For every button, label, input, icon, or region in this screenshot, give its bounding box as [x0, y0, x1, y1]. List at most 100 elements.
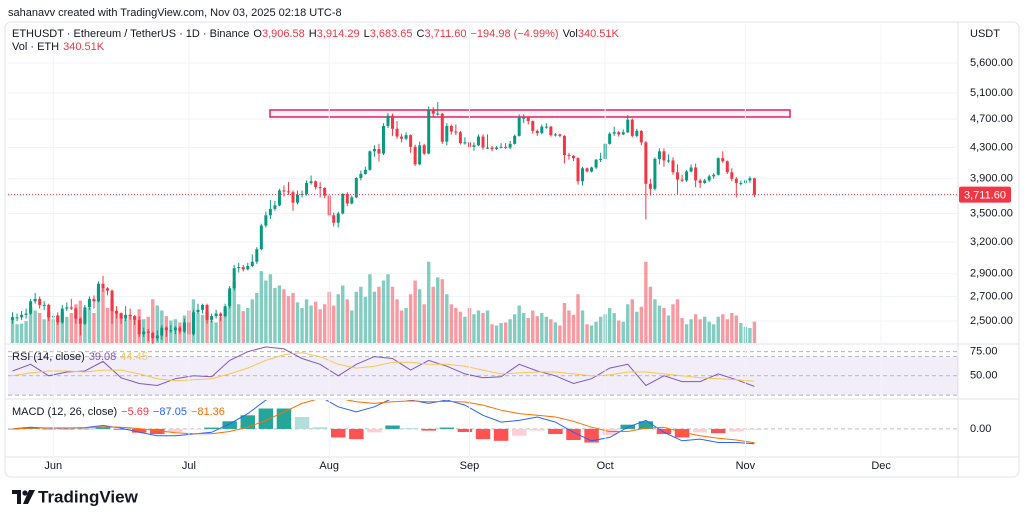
ohlc-key: C	[416, 28, 425, 40]
candle-body	[305, 182, 309, 194]
volume-bar	[101, 288, 105, 343]
volume-bar	[549, 319, 553, 343]
macd-histogram-bar	[41, 428, 56, 430]
volume-bar	[155, 305, 159, 343]
candle-body	[250, 261, 254, 267]
volume-bar	[544, 316, 549, 343]
volume-bar	[28, 308, 33, 343]
volume-bar	[309, 305, 313, 343]
volume-bar	[702, 316, 707, 343]
candle-body	[703, 180, 707, 183]
candle-body	[264, 215, 268, 226]
candle-body	[11, 317, 15, 320]
candle-body	[87, 298, 91, 308]
candle-body	[318, 187, 322, 189]
candle-body	[490, 147, 494, 150]
candle-body	[124, 314, 128, 319]
volume-bar	[490, 324, 494, 343]
macd-histogram-bar	[692, 428, 708, 433]
x-tick-label: Oct	[597, 460, 614, 472]
volume-bar	[512, 314, 517, 343]
candle-body	[74, 308, 78, 319]
volume-bar	[734, 315, 739, 343]
macd-legend: MACD (12, 26, close) −5.69 −87.05 −81.36	[12, 406, 225, 418]
volume-bar	[313, 301, 318, 343]
macd-histogram-bar	[95, 427, 111, 429]
volume-bar	[92, 313, 96, 343]
volume-bar	[580, 310, 585, 343]
volume-bar	[304, 299, 309, 343]
resistance-box	[269, 109, 791, 118]
candle-body	[590, 167, 594, 172]
candle-body	[535, 130, 539, 133]
volume-bar	[69, 313, 74, 343]
candle-body	[481, 136, 485, 148]
candle-body	[47, 304, 51, 318]
candle-body	[676, 172, 680, 180]
volume-bar	[562, 303, 567, 343]
candle-body	[323, 187, 327, 196]
volume-bar	[19, 323, 24, 343]
volume-bar	[368, 274, 372, 343]
volume-bar	[671, 304, 675, 343]
volume-bar	[445, 294, 449, 343]
symbol: ETHUSDT · Ethereum / TetherUS · 1D · Bin…	[12, 28, 250, 40]
volume-bar	[721, 314, 725, 343]
macd-histogram-bar	[638, 421, 654, 429]
y-tick-label: 3,900.00	[970, 173, 1013, 185]
candle-body	[296, 194, 300, 203]
volume-bar	[698, 319, 702, 343]
volume-bar	[422, 304, 426, 343]
volume-bar	[56, 314, 60, 343]
candle-body	[657, 151, 661, 159]
volume-bar	[237, 304, 241, 343]
volume-bar	[408, 294, 413, 343]
y-tick-label: 4,300.00	[970, 141, 1013, 153]
macd-histogram-bar	[711, 428, 726, 434]
candle-body	[228, 288, 232, 307]
credit-row: sahanavv created with TradingView.com, N…	[8, 7, 342, 19]
volume-bar	[526, 318, 530, 343]
volume-bar	[739, 323, 743, 343]
volume-value: 340.51K	[63, 41, 105, 53]
candle-body	[309, 181, 313, 183]
volume-bar	[748, 328, 752, 343]
volume-bar	[517, 305, 521, 343]
volume-bar	[485, 310, 490, 343]
y-tick-label: 2,700.00	[970, 290, 1013, 302]
volume-bar	[567, 310, 571, 343]
volume-bar	[218, 316, 223, 343]
macd-value: −87.05	[153, 406, 187, 418]
candle-body	[191, 312, 195, 335]
volume-bar	[227, 291, 232, 343]
candle-body	[282, 190, 286, 192]
volume-bar	[15, 324, 19, 343]
volume-bar	[322, 304, 327, 343]
volume-bar	[684, 324, 689, 343]
x-tick-label: Aug	[319, 460, 339, 472]
volume-bar	[499, 323, 503, 343]
rsi-line	[12, 352, 755, 382]
candle-body	[106, 288, 110, 291]
volume-bar	[295, 302, 300, 343]
candle-body	[214, 313, 218, 317]
candle-body	[241, 267, 245, 270]
candle-body	[291, 192, 295, 203]
rsi-legend: RSI (14, close) 39.08 44.45	[12, 351, 148, 363]
volume-bar	[105, 308, 110, 343]
candle-body	[540, 126, 544, 133]
candle-body	[196, 309, 200, 313]
candle-body	[15, 317, 19, 319]
candle-body	[576, 158, 580, 182]
volume-bar	[390, 286, 395, 343]
candle-body	[666, 160, 670, 162]
candle-body	[440, 113, 444, 142]
volume-bar	[318, 309, 322, 343]
candle-body	[341, 193, 345, 214]
candle-body	[712, 174, 716, 177]
candle-body	[680, 179, 684, 181]
macd-line	[12, 400, 755, 444]
volume-bar	[427, 261, 431, 343]
volume-bar	[268, 274, 273, 343]
macd-histogram-bar	[439, 427, 455, 429]
